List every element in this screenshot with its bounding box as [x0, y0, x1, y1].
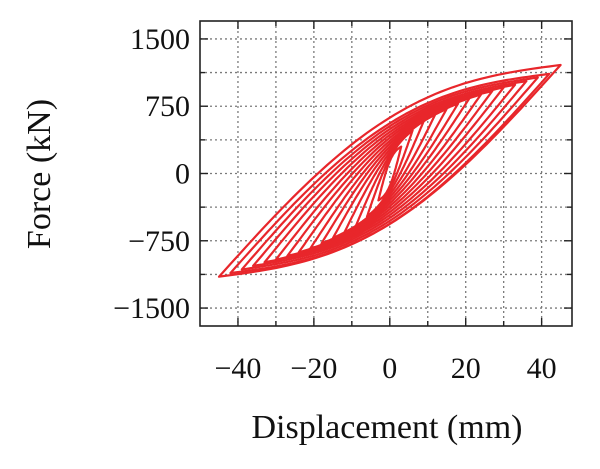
hysteresis-loop: [320, 102, 460, 245]
y-tick-label: 1500: [130, 23, 190, 56]
x-tick-labels: −40 −20 0 20 40: [214, 352, 556, 385]
axis-ticks: [200, 21, 572, 326]
hysteresis-loop: [377, 145, 403, 202]
y-tick-labels: 1500 750 0 −750 −1500: [113, 23, 190, 325]
hysteresis-loop: [263, 83, 517, 264]
x-tick-label: −40: [214, 352, 261, 385]
hysteresis-loop: [217, 63, 562, 278]
x-axis-title: Displacement (mm): [252, 409, 523, 446]
x-tick-label: 20: [451, 352, 481, 385]
y-axis-title: Force (kN): [21, 99, 58, 249]
x-tick-label: −20: [290, 352, 337, 385]
y-tick-label: 0: [175, 158, 190, 191]
y-tick-label: 750: [145, 90, 190, 123]
y-tick-label: −1500: [113, 292, 190, 325]
y-tick-label: −750: [128, 225, 190, 258]
hysteresis-loop: [252, 80, 528, 267]
grid: [200, 21, 572, 326]
x-tick-label: 40: [527, 352, 557, 385]
x-tick-label: 0: [382, 352, 397, 385]
hysteresis-loop: [240, 76, 539, 271]
hysteresis-loops: [217, 63, 562, 278]
